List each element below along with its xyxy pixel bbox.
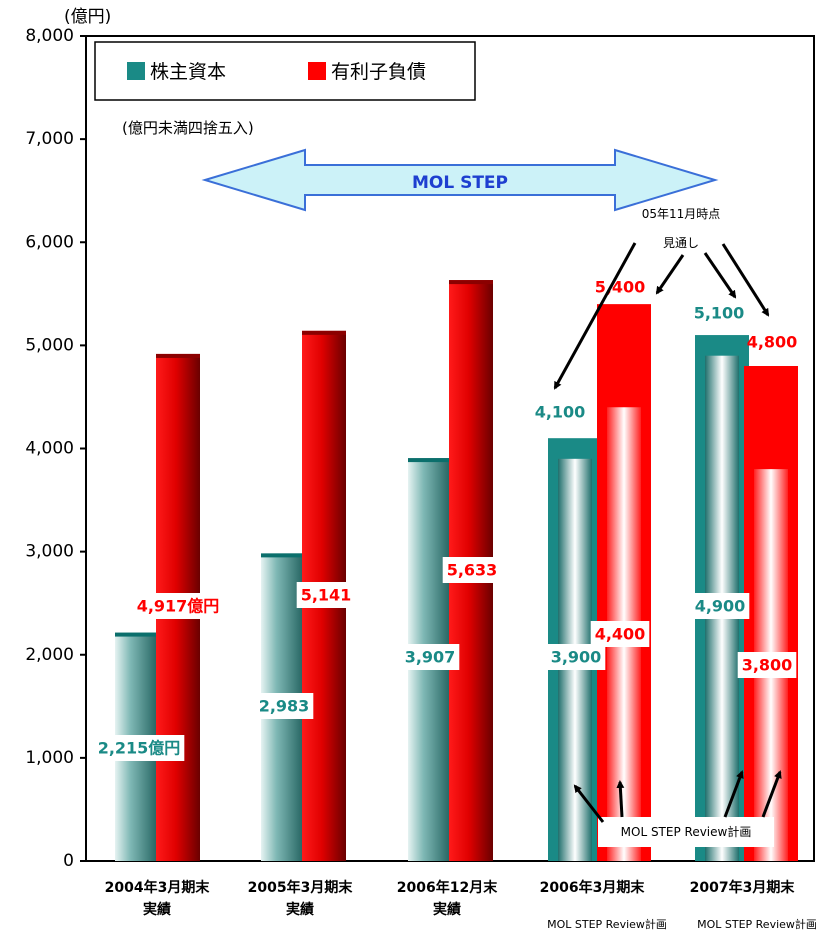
legend-swatch-equity — [127, 62, 145, 80]
data-label-equity-bg — [93, 735, 185, 761]
y-tick-label: 3,000 — [25, 542, 74, 562]
bar-debt-cap — [449, 280, 493, 285]
data-label-equity-forecast: 5,100 — [694, 304, 745, 323]
data-label-debt-plan: 4,400 — [595, 625, 646, 644]
data-label-equity-bg — [400, 644, 460, 670]
data-label-debt: 5,633 — [447, 561, 498, 580]
review-arrow — [573, 784, 605, 823]
data-label-debt: 5,141 — [301, 586, 352, 605]
footer-note: MOL STEP Review計画 — [547, 917, 667, 931]
forecast-arrow — [721, 243, 770, 317]
y-tick-label: 1,000 — [25, 748, 74, 768]
data-label-debt-forecast: 4,800 — [747, 333, 798, 352]
data-label-debt: 4,917億円 — [137, 597, 220, 616]
data-label-debt-bg — [296, 582, 356, 608]
data-label-equity-plan: 4,900 — [695, 597, 746, 616]
x-category-sublabel: 実績 — [433, 901, 461, 918]
legend-box — [94, 41, 476, 101]
review-note-bg — [598, 817, 774, 847]
forecast-note-line1: 05年11月時点 — [642, 207, 721, 221]
data-label-equity: 2,215億円 — [98, 739, 181, 758]
review-note: MOL STEP Review計画 — [621, 824, 752, 839]
y-tick-label: 5,000 — [25, 335, 74, 355]
y-unit-label: (億円) — [64, 7, 111, 27]
x-category-label: 2005年3月期末 — [248, 879, 354, 896]
bar-debt-cap — [302, 330, 346, 335]
data-label-debt-plan-bg — [590, 621, 650, 647]
x-category-label: 2004年3月期末 — [105, 879, 211, 896]
annotations: 2,215億円 4,917億円 2,983 5,141 3,907 5,633 3,900 4… — [93, 207, 798, 847]
y-tick-label: 2,000 — [25, 645, 74, 665]
x-category-label: 2006年12月末 — [397, 879, 498, 896]
y-tick-label: 8,000 — [25, 26, 74, 46]
y-tick-label: 4,000 — [25, 439, 74, 459]
x-category-sublabel: 実績 — [143, 901, 171, 918]
legend-label-debt: 有利子負債 — [331, 61, 426, 83]
rounding-note: (億円未満四捨五入) — [122, 119, 254, 137]
bar-equity-cap — [261, 553, 305, 558]
y-tick-label: 6,000 — [25, 232, 74, 252]
data-label-equity-plan: 3,900 — [551, 648, 602, 667]
legend-label-equity: 株主資本 — [150, 61, 226, 83]
review-arrow — [616, 780, 625, 818]
x-category-sublabel: 実績 — [286, 901, 314, 918]
data-label-debt-bg — [132, 593, 224, 619]
banner-text: MOL STEP — [412, 173, 508, 193]
forecast-arrow — [655, 254, 685, 295]
y-tick-label: 0 — [63, 851, 74, 871]
forecast-note-line2: 見通し — [663, 236, 699, 250]
legend-swatch-debt — [308, 62, 326, 80]
footer-note: MOL STEP Review計画 — [697, 917, 817, 931]
bar-equity-cap — [115, 632, 159, 637]
x-category-label: 2007年3月期末 — [690, 879, 796, 896]
data-label-debt-plan: 3,800 — [742, 656, 793, 675]
data-label-debt-bg — [442, 557, 502, 583]
data-label-equity-bg — [254, 693, 314, 719]
review-arrow — [761, 770, 782, 818]
x-category-label: 2006年3月期末 — [540, 879, 646, 896]
data-label-debt-forecast: 5,400 — [595, 278, 646, 297]
bar-equity-cap — [408, 458, 452, 463]
data-label-equity: 2,983 — [259, 697, 310, 716]
data-label-debt-plan-bg — [737, 652, 797, 678]
data-label-equity-plan-bg — [546, 644, 606, 670]
y-tick-label: 7,000 — [25, 129, 74, 149]
bar-debt-cap — [156, 353, 200, 358]
forecast-arrow — [703, 252, 737, 299]
review-arrow — [723, 770, 744, 818]
data-label-equity: 3,907 — [405, 648, 456, 667]
banner-arrow — [201, 148, 719, 212]
data-label-equity-plan-bg — [690, 593, 750, 619]
data-label-equity-forecast: 4,100 — [535, 403, 586, 422]
axes: 0 1,000 2,000 3,000 4,000 5,000 6,000 7,000 8,00… — [25, 7, 817, 931]
forecast-arrow — [553, 242, 637, 390]
